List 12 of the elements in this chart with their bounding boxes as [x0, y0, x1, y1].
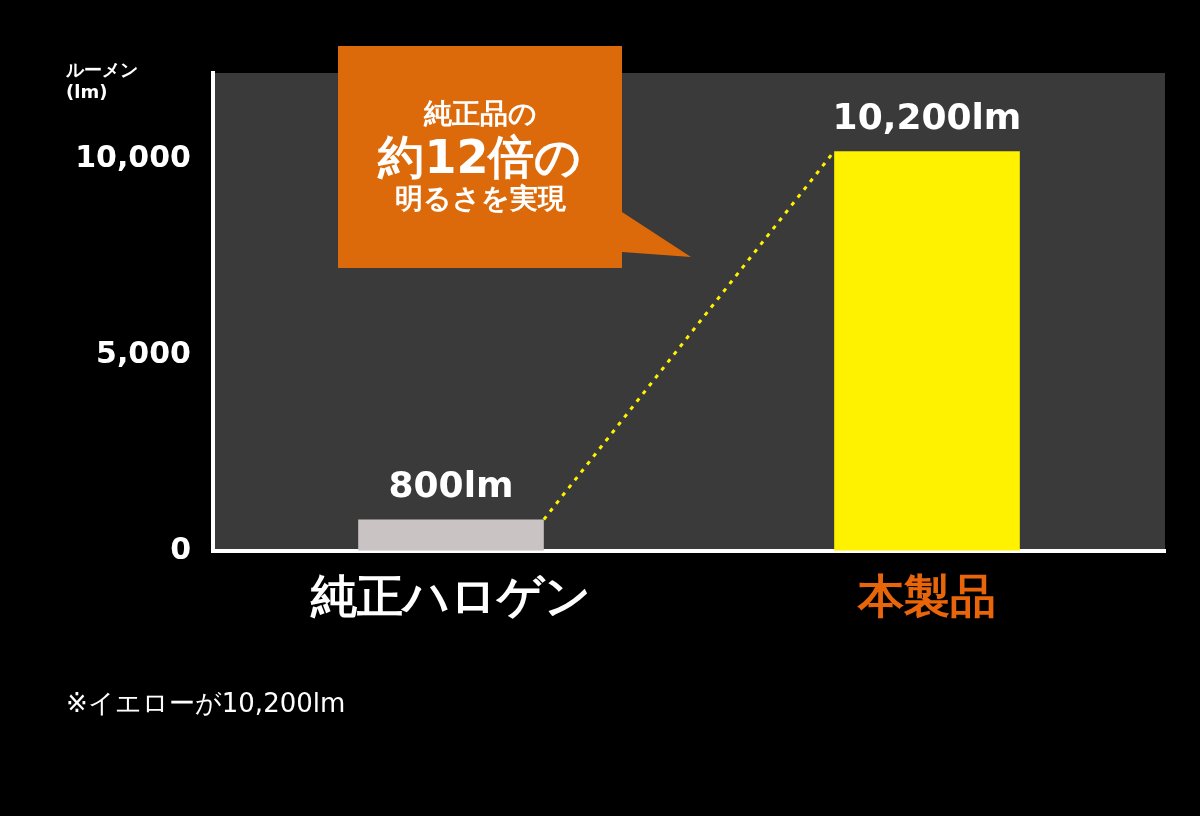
- y-tick-label: 10,000: [75, 138, 191, 174]
- y-tick-label: 5,000: [96, 334, 191, 370]
- x-tick-label: 純正ハロゲン: [310, 569, 591, 624]
- annotation: 純正品の: [422, 97, 538, 131]
- text: ※イエローが10,200lm: [66, 687, 346, 720]
- y-tick-label: 0: [170, 530, 191, 566]
- data-label: 800lm: [388, 463, 514, 505]
- data-label: 10,200lm: [832, 95, 1022, 137]
- x-tick-label: 本製品: [857, 569, 996, 624]
- annotation: 約12倍の: [376, 129, 583, 184]
- annotation: 明るさを実現: [393, 182, 567, 216]
- y-axis-title: ルーメン (lm): [65, 58, 138, 102]
